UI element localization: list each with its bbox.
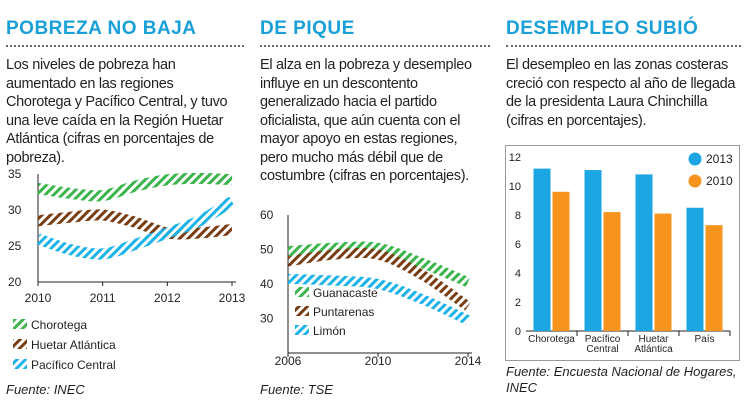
source-note: Fuente: Encuesta Nacional de Hogares, IN… [506,364,737,395]
y-tick-label: 60 [260,208,274,222]
y-tick-label: 2 [515,297,521,309]
x-tick-label: 2010 [25,291,52,305]
panel-description: El desempleo en las zonas costeras creci… [506,57,736,129]
y-tick-label: 35 [8,167,22,181]
panel-pobreza: POBREZA NO BAJA Los niveles de pobreza h… [0,0,248,408]
y-tick-label: 6 [515,239,521,251]
y-tick-label: 8 [515,210,521,222]
series-line-0 [37,172,233,202]
bar-2010 [705,225,723,331]
chart-frame [505,145,740,361]
bar-2010 [654,213,672,331]
panel-title: DESEMPLEO SUBIÓ [506,18,699,39]
x-tick-label: 2014 [455,354,482,368]
source-note: Fuente: INEC [6,382,85,397]
x-tick-label: Huetar [638,334,669,345]
legend-label: Huetar Atlántica [31,338,116,352]
x-tick-label: 2010 [365,354,392,368]
source-note: Fuente: TSE [260,382,333,397]
y-tick-label: 12 [509,152,521,164]
legend-swatch [13,339,27,349]
series-line-1 [37,209,233,240]
pobreza-legend: Chorotega Huetar Atlántica Pacífico Centra… [13,318,116,372]
x-tick-label: 2013 [219,291,246,305]
bar-2010 [552,191,570,331]
y-tick-label: 30 [8,203,22,217]
bar-2013 [635,174,653,331]
x-tick-label: 2006 [275,354,302,368]
y-tick-label: 0 [515,326,521,338]
legend-swatch [13,359,27,369]
panel-description: El alza en la pobreza y desempleo influy… [260,57,472,184]
x-tick-label: 2011 [90,291,116,305]
pobreza-line-chart: 20 25 30 35 2010 2011 2012 2013 [8,167,246,305]
legend-dot [688,174,702,188]
panel-desempleo: DESEMPLEO SUBIÓ El desempleo en las zona… [500,0,745,408]
legend-label: Limón [313,324,346,338]
x-tick-label: Central [586,344,618,355]
x-tick-label: 2012 [154,291,181,305]
panel-de-pique: DE PIQUE El alza en la pobreza y desempl… [254,0,494,408]
bar-2013 [533,168,551,331]
y-tick-label: 10 [509,181,521,193]
bar-2013 [584,170,602,331]
panel-title: POBREZA NO BAJA [6,18,197,39]
y-tick-label: 25 [8,239,22,253]
panel-description: Los niveles de pobreza han aumentado en … [6,57,228,166]
panel-title: DE PIQUE [260,18,355,39]
apoyo-line-chart: 30 40 50 60 2006 2010 2014 Guanacaste Puntarenas… [260,208,482,368]
legend-label: 2010 [706,174,733,188]
x-tick-label: Atlántica [634,344,673,355]
series-line-2 [36,196,235,260]
series-line-2 [287,273,471,325]
x-tick-label: Chorotega [528,334,575,345]
legend-swatch [13,319,27,329]
legend-label: Puntarenas [313,305,374,319]
legend-label: Chorotega [31,318,87,332]
y-tick-label: 50 [260,243,274,257]
bar-2013 [686,207,704,331]
series-line-1 [287,247,471,311]
dotted-divider [6,45,244,47]
dotted-divider [260,45,490,47]
legend-label: Pacífico Central [31,358,116,372]
y-tick-label: 20 [8,275,22,289]
legend-swatch [295,306,309,316]
y-tick-label: 4 [515,268,521,280]
x-tick-label: País [694,334,714,345]
dotted-divider [506,45,741,47]
y-tick-label: 40 [260,277,274,291]
series-line-0 [287,241,470,287]
legend-label: 2013 [706,152,733,166]
legend-label: Guanacaste [313,286,378,300]
legend-dot [688,152,702,166]
legend-swatch [295,325,309,335]
y-tick-label: 30 [260,312,274,326]
legend-swatch [295,287,309,297]
bar-2010 [603,212,621,331]
x-tick-label: Pacífico [585,334,621,345]
